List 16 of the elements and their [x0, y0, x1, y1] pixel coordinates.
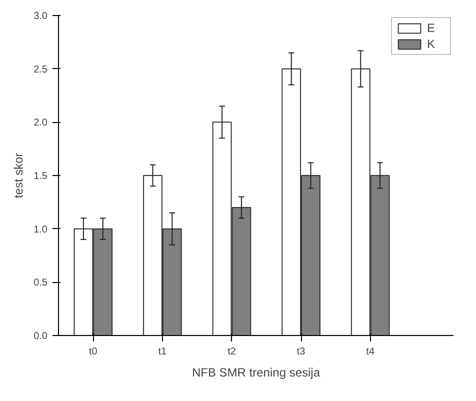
x-tick-label: t4 — [366, 346, 375, 358]
y-tick-label: 1.5 — [34, 171, 48, 182]
y-tick-label: 0.0 — [34, 331, 48, 342]
y-tick-label: 2.0 — [34, 118, 48, 129]
y-axis-title: test skor — [12, 152, 26, 198]
legend-label: K — [427, 37, 436, 51]
legend-label: E — [427, 21, 436, 35]
x-tick-label: t3 — [296, 346, 306, 358]
x-tick-label: t0 — [88, 346, 98, 358]
y-tick-label: 2.5 — [34, 64, 48, 76]
y-tick-label: 1.0 — [34, 224, 48, 236]
x-tick-label: t2 — [228, 346, 236, 358]
x-axis-title: NFB SMR trening sesija — [192, 366, 320, 380]
y-tick-label: 3.0 — [34, 11, 48, 22]
x-tick-label: t1 — [158, 346, 168, 358]
y-tick-label: 0.5 — [34, 278, 48, 289]
